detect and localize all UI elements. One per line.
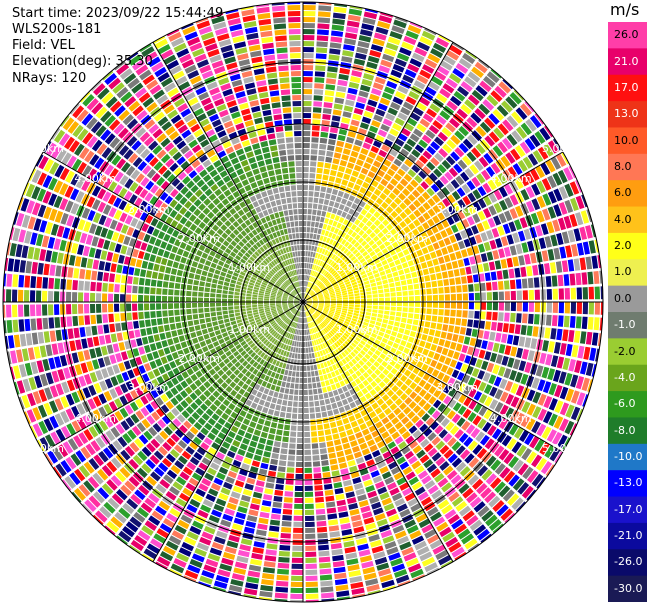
colorbar-segment bbox=[608, 48, 647, 76]
colorbar-tick: -1.0 bbox=[614, 318, 636, 332]
range-label: 3.00km bbox=[128, 203, 170, 216]
colorbar-tick: -8.0 bbox=[614, 423, 636, 437]
colorbar-segment bbox=[608, 364, 647, 392]
colorbar-segment bbox=[608, 312, 647, 339]
field-label: Field: VEL bbox=[12, 38, 75, 53]
range-label: 2.00km bbox=[386, 352, 428, 365]
colorbar-segment bbox=[608, 74, 647, 102]
range-label: 4.00km bbox=[74, 412, 116, 425]
ppi-velocity-plot: 1.00km 1.00km 1.00km 1.00km 2.00km 2.00km 2.00… bbox=[2, 1, 604, 603]
colorbar-segment bbox=[608, 575, 647, 602]
range-label: 3.00km bbox=[436, 381, 478, 394]
elevation-label: Elevation(deg): 35.30 bbox=[12, 54, 153, 69]
range-label: 5.00km bbox=[22, 142, 64, 155]
colorbar-tick: 1.0 bbox=[614, 265, 632, 279]
range-label: 2.00km bbox=[178, 352, 220, 365]
colorbar-unit: m/s bbox=[610, 0, 640, 19]
azimuth-spoke bbox=[152, 41, 304, 303]
start-time-label: Start time: 2023/09/22 15:44:49 bbox=[12, 6, 224, 21]
colorbar-tick: 8.0 bbox=[614, 160, 632, 173]
range-label: 1.00km bbox=[229, 323, 271, 336]
range-labels: 1.00km 1.00km 1.00km 1.00km 2.00km 2.00km 2.00… bbox=[22, 142, 583, 455]
colorbar-segment bbox=[608, 391, 647, 418]
azimuth-spoke bbox=[302, 151, 564, 303]
colorbar-tick: -30.0 bbox=[614, 581, 643, 595]
range-label: 5.00km bbox=[542, 142, 584, 155]
colorbar-segment bbox=[608, 549, 647, 577]
azimuth-spoke bbox=[42, 151, 304, 303]
colorbar-tick: 10.0 bbox=[614, 133, 639, 147]
colorbar-segment bbox=[608, 232, 647, 260]
colorbar-tick: 21.0 bbox=[614, 54, 639, 68]
colorbar-segment bbox=[608, 101, 647, 128]
azimuth-spokes bbox=[3, 2, 603, 602]
range-label: 1.00km bbox=[229, 261, 271, 274]
colorbar-tick: -13.0 bbox=[614, 476, 643, 490]
colorbar-segment bbox=[608, 285, 647, 313]
colorbar-tick: -4.0 bbox=[614, 370, 636, 384]
azimuth-spoke bbox=[302, 301, 454, 563]
azimuth-spoke bbox=[42, 301, 304, 453]
colorbar-tick: 26.0 bbox=[614, 28, 639, 42]
range-label: 4.00km bbox=[490, 412, 532, 425]
velocity-rays bbox=[3, 2, 603, 602]
colorbar-segment bbox=[608, 496, 647, 524]
range-label: 3.00km bbox=[436, 203, 478, 216]
colorbar-segment bbox=[608, 522, 647, 550]
colorbar-tick: -17.0 bbox=[614, 502, 643, 516]
range-label: 4.00km bbox=[74, 172, 116, 185]
colorbar-tick: -21.0 bbox=[614, 529, 643, 543]
colorbar-segment bbox=[608, 127, 647, 155]
colorbar-segment bbox=[608, 206, 647, 234]
colorbar-tick: 0.0 bbox=[614, 291, 632, 305]
colorbar-segment bbox=[608, 443, 647, 471]
azimuth-spoke bbox=[152, 301, 304, 563]
range-label: 1.00km bbox=[336, 261, 378, 274]
range-label: 4.00km bbox=[490, 172, 532, 185]
range-label: 2.00km bbox=[178, 232, 220, 245]
range-label: 1.00km bbox=[336, 323, 378, 336]
colorbar-segment bbox=[608, 153, 647, 181]
colorbar-tick: -26.0 bbox=[614, 555, 643, 569]
colorbar-tick: -6.0 bbox=[614, 397, 636, 411]
instrument-label: WLS200s-181 bbox=[12, 22, 102, 37]
colorbar-segment bbox=[608, 22, 647, 49]
range-label: 3.00km bbox=[128, 381, 170, 394]
colorbar-segment bbox=[608, 180, 647, 208]
colorbar-tick: 2.0 bbox=[614, 239, 632, 253]
colorbar bbox=[608, 22, 647, 602]
colorbar-segment bbox=[608, 259, 647, 287]
colorbar-segment bbox=[608, 417, 647, 445]
colorbar-segment bbox=[608, 338, 647, 366]
range-label: 5.00km bbox=[542, 442, 584, 455]
colorbar-tick: 6.0 bbox=[614, 186, 632, 200]
range-label: 5.00km bbox=[22, 442, 64, 455]
colorbar-segment bbox=[608, 470, 647, 498]
nrays-label: NRays: 120 bbox=[12, 71, 87, 86]
colorbar-tick: -2.0 bbox=[614, 344, 636, 358]
colorbar-tick: -10.0 bbox=[614, 450, 643, 463]
colorbar-tick: 17.0 bbox=[614, 80, 639, 94]
colorbar-tick: 13.0 bbox=[614, 107, 639, 121]
azimuth-spoke bbox=[302, 41, 454, 303]
colorbar-tick: 4.0 bbox=[614, 212, 632, 226]
range-label: 2.00km bbox=[386, 232, 428, 245]
azimuth-spoke bbox=[302, 301, 564, 453]
